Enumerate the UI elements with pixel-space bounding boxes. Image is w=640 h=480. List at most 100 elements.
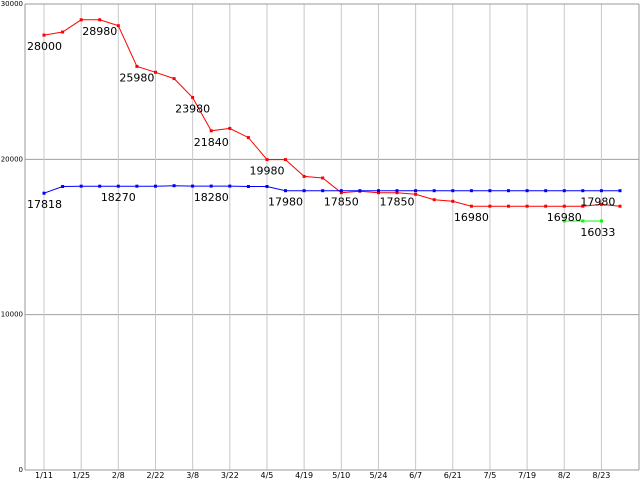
series-point <box>544 189 548 193</box>
series-point <box>339 191 343 195</box>
series-point <box>154 70 157 74</box>
series-point <box>581 219 585 223</box>
series-point <box>599 202 603 206</box>
series-point <box>61 185 65 188</box>
data-label: 16980 <box>547 211 582 224</box>
series-point <box>98 18 102 22</box>
data-label: 16033 <box>580 226 615 239</box>
series-point <box>562 189 566 193</box>
series-point <box>116 184 120 188</box>
series-point <box>488 189 492 193</box>
series-point <box>414 189 418 193</box>
series-point <box>618 189 622 193</box>
series-point <box>98 184 102 188</box>
data-label: 28000 <box>27 40 62 53</box>
series-point <box>79 18 83 22</box>
series-point <box>525 204 529 208</box>
data-label: 23980 <box>175 103 210 116</box>
series-point <box>135 64 139 68</box>
data-label: 17850 <box>324 196 359 209</box>
y-tick-label: 20000 <box>1 155 23 163</box>
series-point <box>246 185 250 188</box>
series-point <box>284 158 287 162</box>
series-point <box>395 191 399 195</box>
data-label: 21840 <box>194 136 229 149</box>
y-axis-ticks: 0 10000 20000 30000 <box>1 0 23 474</box>
data-label: 17850 <box>380 196 415 209</box>
data-label: 17980 <box>580 196 615 209</box>
series-point <box>562 204 566 208</box>
series-point <box>265 185 269 188</box>
series-point <box>302 174 306 178</box>
series-point <box>451 189 455 193</box>
data-label: 28980 <box>82 25 117 38</box>
x-tick-label: 1/11 <box>35 471 53 480</box>
x-tick-label: 2/8 <box>112 471 125 480</box>
chart-axes <box>24 3 640 471</box>
series-point <box>469 204 473 208</box>
y-tick-label: 30000 <box>1 0 23 8</box>
series-point <box>154 184 157 188</box>
x-tick-label: 8/23 <box>592 471 610 480</box>
series-point <box>321 176 325 180</box>
series-point <box>432 189 436 193</box>
series-point <box>246 136 250 140</box>
series-point <box>544 204 548 208</box>
series-point <box>358 189 362 193</box>
x-tick-label: 4/5 <box>261 471 274 480</box>
series-point <box>432 198 436 202</box>
chart-series <box>42 18 622 223</box>
y-tick-label: 10000 <box>1 311 23 319</box>
data-label: 16980 <box>454 211 489 224</box>
x-tick-label: 7/5 <box>483 471 496 480</box>
data-label: 18270 <box>101 191 136 204</box>
series-point <box>135 184 139 188</box>
series-point <box>172 184 176 188</box>
series-point <box>451 199 455 203</box>
series-point <box>581 204 585 208</box>
series-point <box>618 204 622 208</box>
series-point <box>172 77 176 81</box>
series-point <box>488 204 492 208</box>
series-line <box>43 185 620 194</box>
x-tick-label: 5/10 <box>332 471 350 480</box>
x-tick-label: 3/22 <box>221 471 239 480</box>
series-point <box>209 184 213 188</box>
series-point <box>42 191 46 195</box>
series-point <box>581 189 585 193</box>
data-labels: 28000 28980 25980 23980 21840 19980 16980 16980… <box>27 25 615 239</box>
data-label: 25980 <box>119 71 154 84</box>
x-axis-ticks: 1/11 1/25 2/8 2/22 3/8 3/22 4/5 4/19 5/10 5/24 6/7… <box>35 471 610 480</box>
x-tick-label: 3/8 <box>186 471 199 480</box>
series-point <box>507 189 510 193</box>
series-point <box>562 219 566 223</box>
chart-grid <box>25 4 639 470</box>
data-label: 18280 <box>194 191 229 204</box>
series-point <box>302 189 306 193</box>
series-point <box>599 189 603 193</box>
series-point <box>395 189 399 193</box>
series-point <box>507 204 510 208</box>
x-tick-label: 6/7 <box>409 471 422 480</box>
x-tick-label: 7/19 <box>518 471 536 480</box>
series-point <box>191 184 195 188</box>
series-point <box>209 129 213 133</box>
series-line <box>43 19 621 207</box>
series-point <box>228 184 232 188</box>
series-point <box>321 189 325 193</box>
series-point <box>265 158 269 162</box>
series-point <box>228 126 232 130</box>
series-point <box>191 96 195 99</box>
data-label: 17980 <box>268 196 303 209</box>
x-tick-label: 6/21 <box>444 471 462 480</box>
series-point <box>599 219 603 223</box>
series-point <box>79 184 83 188</box>
series-point <box>61 30 65 34</box>
series-point <box>284 189 287 193</box>
series-point <box>414 192 418 196</box>
series-point <box>377 189 380 193</box>
x-tick-label: 2/22 <box>146 471 164 480</box>
x-tick-label: 1/25 <box>72 471 90 480</box>
series-point <box>339 189 343 193</box>
